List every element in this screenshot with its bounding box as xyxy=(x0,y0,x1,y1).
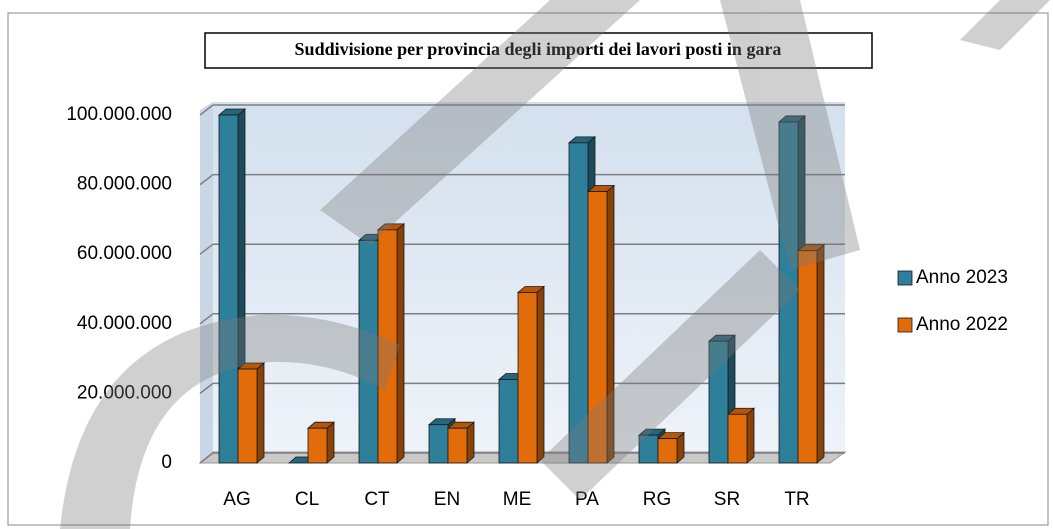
bar xyxy=(517,292,538,464)
bar-side xyxy=(746,407,755,464)
y-tick-label: 0 xyxy=(161,452,172,473)
bar xyxy=(428,424,449,464)
bar xyxy=(657,438,678,464)
bar xyxy=(587,191,608,464)
legend-label: Anno 2022 xyxy=(916,314,1008,335)
legend-swatch xyxy=(897,317,913,333)
watermark-band xyxy=(720,0,860,270)
bar xyxy=(708,340,729,464)
grid-line xyxy=(199,313,214,325)
watermark-band xyxy=(320,0,640,245)
x-tick-label: EN xyxy=(434,489,460,510)
side-wall xyxy=(200,102,213,463)
x-tick-label: AG xyxy=(223,489,250,510)
bar-side xyxy=(466,421,475,464)
bar xyxy=(727,413,748,464)
bar xyxy=(498,379,519,464)
y-tick-label: 40.000.000 xyxy=(77,313,172,334)
bar-side xyxy=(256,362,265,464)
bar-side xyxy=(536,285,545,464)
x-tick-label: RG xyxy=(643,489,672,510)
watermark xyxy=(60,0,1050,529)
x-tick-label: SR xyxy=(714,489,740,510)
bar-side xyxy=(326,421,335,464)
legend-label: Anno 2023 xyxy=(916,267,1008,288)
grid-line xyxy=(199,174,214,186)
x-tick-label: CT xyxy=(364,489,390,510)
bar-side xyxy=(816,243,825,464)
bar xyxy=(377,229,398,464)
watermark-arc xyxy=(60,314,400,529)
x-tick-label: PA xyxy=(575,489,599,510)
watermark-band xyxy=(540,250,800,500)
bar xyxy=(447,427,468,464)
bar-side xyxy=(396,222,405,464)
bar xyxy=(307,427,328,464)
y-tick-label: 100.000.000 xyxy=(66,104,172,125)
bar xyxy=(218,114,239,464)
chart-title: Suddivisione per provincia degli importi… xyxy=(295,39,782,59)
grid-line xyxy=(199,382,214,394)
watermark-band xyxy=(960,0,1050,50)
x-tick-label: ME xyxy=(503,489,532,510)
y-tick-label: 60.000.000 xyxy=(77,243,172,264)
bar xyxy=(797,250,818,464)
grid-line xyxy=(199,243,214,255)
grid-line xyxy=(199,104,214,116)
grid-line xyxy=(199,452,214,464)
x-tick-label: TR xyxy=(784,489,809,510)
title-box xyxy=(204,32,873,69)
bar xyxy=(568,142,589,464)
legend-swatch xyxy=(897,270,913,286)
y-tick-label: 80.000.000 xyxy=(77,174,172,195)
bar xyxy=(237,368,258,464)
x-tick-label: CL xyxy=(295,489,319,510)
y-tick-label: 20.000.000 xyxy=(77,382,172,403)
